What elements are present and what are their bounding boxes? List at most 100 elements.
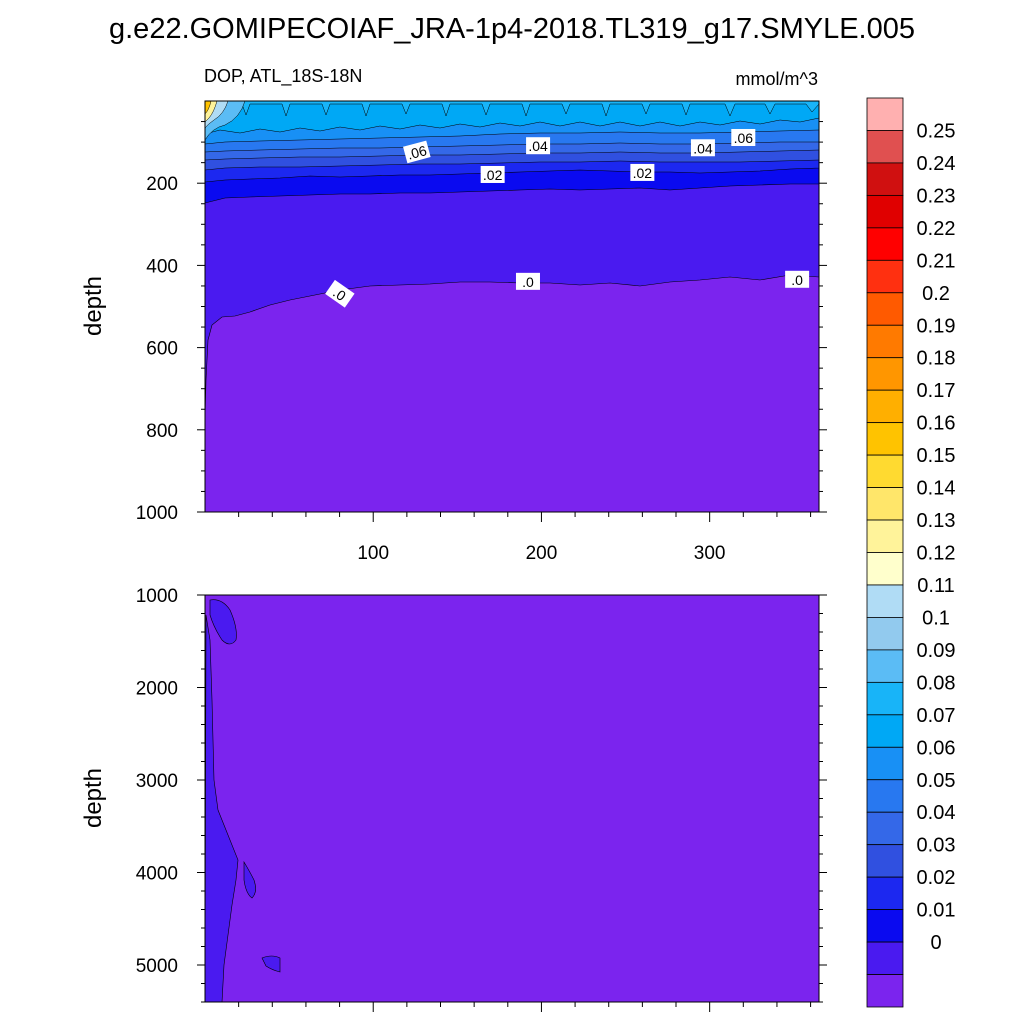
contour-label-text: .06 (734, 130, 754, 146)
top-xtick-label: 200 (526, 543, 558, 564)
top-contour-labels: .06 .04 .02 .02 .04 .06 .0 .0 .0 (325, 128, 810, 308)
contour-label: .04 (690, 139, 715, 157)
colorbar-label: 0.12 (917, 543, 956, 565)
contour-label-text: .04 (528, 138, 548, 154)
bottom-patch-deep (261, 955, 281, 973)
colorbar-swatch (866, 357, 904, 391)
bottom-patch-left-wall (205, 614, 239, 1002)
contour-label-text: .02 (483, 167, 503, 183)
top-xtick-label: 300 (694, 543, 726, 564)
bottom-panel: 1000 2000 3000 4000 5000 depth (80, 586, 827, 1012)
contour-label: .04 (526, 137, 551, 155)
top-band-0.07-0.08 (205, 101, 819, 135)
top-axes: 200 400 600 800 1000 100 200 300 (136, 121, 827, 564)
colorbar-swatch (866, 876, 904, 911)
colorbar-swatch (866, 389, 904, 424)
colorbar-swatch (866, 519, 904, 553)
bottom-ytick-label: 3000 (136, 771, 178, 792)
bottom-ytick-label: 4000 (136, 864, 178, 885)
contour-label: .0 (785, 270, 810, 288)
bottom-patch-mid (243, 860, 256, 899)
colorbar-label: 0.25 (917, 120, 956, 142)
colorbar-label: 0.04 (917, 802, 956, 824)
top-ytick-label: 800 (146, 421, 178, 442)
colorbar-swatch (866, 422, 904, 456)
colorbar-label: 0 (930, 932, 941, 954)
top-ytick-label: 1000 (136, 503, 178, 524)
contour-label-box (630, 163, 655, 181)
top-panel-subtitle: DOP, ATL_18S-18N (204, 66, 362, 87)
colorbar-swatch (866, 779, 904, 813)
colorbar-swatch (866, 130, 904, 164)
top-xtick-label: 100 (357, 543, 389, 564)
colorbar-label: 0.24 (917, 153, 956, 175)
contour-label-text: .0 (522, 274, 534, 290)
colorbar-label: 0.16 (917, 413, 956, 435)
colorbar-swatch (866, 844, 904, 878)
colorbar-label: 0.21 (917, 250, 956, 272)
colorbar-label: 0.14 (917, 478, 956, 500)
colorbar-label: 0.18 (917, 348, 956, 370)
contour-label-text: .06 (405, 142, 428, 163)
bottom-ytick-label: 1000 (136, 586, 178, 607)
colorbar-label: 0.1 (922, 607, 950, 629)
contour-label-box (731, 128, 756, 146)
colorbar-label: 0.17 (917, 380, 956, 402)
colorbar-swatch (866, 909, 904, 943)
top-contour-fill (205, 101, 819, 512)
colorbar-labels: 0.25 0.24 0.23 0.22 0.21 0.2 0.19 0.18 0.17 0.16 0… (917, 120, 956, 954)
colorbar-swatch (866, 227, 904, 261)
top-ylabel: depth (80, 276, 107, 336)
colorbar-swatch (866, 194, 904, 229)
colorbar-label: 0.15 (917, 445, 956, 467)
colorbar-swatch (866, 487, 904, 521)
top-panel-units: mmol/m^3 (736, 69, 818, 89)
contour-label-box (325, 279, 355, 308)
contour-label: .02 (630, 163, 655, 181)
colorbar-label: 0.03 (917, 835, 956, 857)
bottom-ytick-label: 2000 (136, 679, 178, 700)
contour-label-text: .04 (693, 140, 713, 156)
top-panel: DOP, ATL_18S-18N mmol/m^3 (80, 66, 827, 564)
contour-label: .0 (325, 279, 355, 308)
colorbar-label: 0.06 (917, 737, 956, 759)
contour-label: .0 (515, 272, 540, 290)
bottom-patch-top (209, 599, 237, 645)
colorbar-label: 0.13 (917, 510, 956, 532)
colorbar-swatch (866, 584, 904, 618)
contour-label: .02 (480, 165, 505, 183)
colorbar-label: 0.02 (917, 867, 956, 889)
bottom-contour-fill (205, 595, 819, 1002)
colorbar-swatch (866, 617, 904, 651)
bottom-ytick-label: 5000 (136, 956, 178, 977)
colorbar-swatch (866, 974, 904, 1008)
colorbar-swatch (866, 746, 904, 781)
colorbar-swatch (866, 97, 904, 131)
bottom-axes: 1000 2000 3000 4000 5000 (136, 586, 827, 1012)
contour-label-box (403, 140, 431, 164)
colorbar-label: 0.11 (917, 575, 954, 597)
colorbar-label: 0.08 (917, 672, 956, 694)
colorbar-label: 0.07 (917, 705, 956, 727)
colorbar-label: 0.01 (917, 900, 956, 922)
colorbar-swatch (866, 259, 904, 294)
colorbar-label: 0.23 (917, 185, 956, 207)
colorbar-swatch (866, 454, 904, 488)
bottom-ylabel: depth (80, 768, 107, 828)
colorbar-swatch (866, 649, 904, 683)
contour-label-box (480, 165, 505, 183)
colorbar-swatch (866, 324, 904, 359)
contour-label: .06 (731, 128, 756, 146)
contour-label-box (785, 270, 810, 288)
colorbar-swatch (866, 714, 904, 748)
colorbar-label: 0.2 (922, 283, 950, 305)
colorbar-label: 0.09 (917, 640, 956, 662)
colorbar-label: 0.22 (917, 218, 956, 240)
colorbar-swatch (866, 162, 904, 196)
colorbar-label: 0.05 (917, 770, 956, 792)
contour-label-text: .0 (791, 272, 803, 288)
colorbar-swatch (866, 681, 904, 716)
colorbar-label: 0.19 (917, 315, 956, 337)
contour-label-box (526, 137, 551, 155)
